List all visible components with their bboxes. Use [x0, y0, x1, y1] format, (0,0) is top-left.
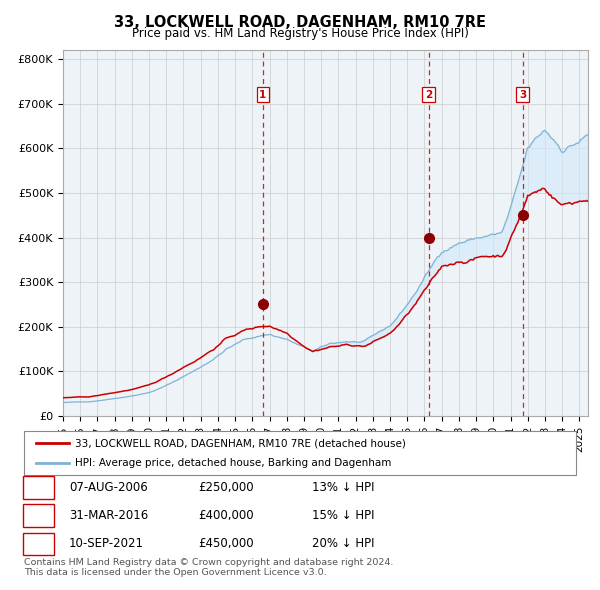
Text: 15% ↓ HPI: 15% ↓ HPI [312, 509, 374, 522]
Text: HPI: Average price, detached house, Barking and Dagenham: HPI: Average price, detached house, Bark… [75, 458, 391, 467]
Text: £250,000: £250,000 [198, 481, 254, 494]
Text: Contains HM Land Registry data © Crown copyright and database right 2024.
This d: Contains HM Land Registry data © Crown c… [24, 558, 394, 577]
Text: 2: 2 [34, 509, 43, 522]
Text: 2: 2 [425, 90, 433, 100]
Text: 10-SEP-2021: 10-SEP-2021 [69, 537, 144, 550]
Text: 07-AUG-2006: 07-AUG-2006 [69, 481, 148, 494]
Text: 3: 3 [519, 90, 526, 100]
Text: Price paid vs. HM Land Registry's House Price Index (HPI): Price paid vs. HM Land Registry's House … [131, 27, 469, 40]
Text: £450,000: £450,000 [198, 537, 254, 550]
Text: 1: 1 [259, 90, 266, 100]
Text: 20% ↓ HPI: 20% ↓ HPI [312, 537, 374, 550]
Text: 31-MAR-2016: 31-MAR-2016 [69, 509, 148, 522]
Text: 3: 3 [34, 537, 43, 550]
Text: £400,000: £400,000 [198, 509, 254, 522]
Text: 33, LOCKWELL ROAD, DAGENHAM, RM10 7RE: 33, LOCKWELL ROAD, DAGENHAM, RM10 7RE [114, 15, 486, 30]
Text: 1: 1 [34, 481, 43, 494]
Text: 13% ↓ HPI: 13% ↓ HPI [312, 481, 374, 494]
Text: 33, LOCKWELL ROAD, DAGENHAM, RM10 7RE (detached house): 33, LOCKWELL ROAD, DAGENHAM, RM10 7RE (d… [75, 438, 406, 448]
